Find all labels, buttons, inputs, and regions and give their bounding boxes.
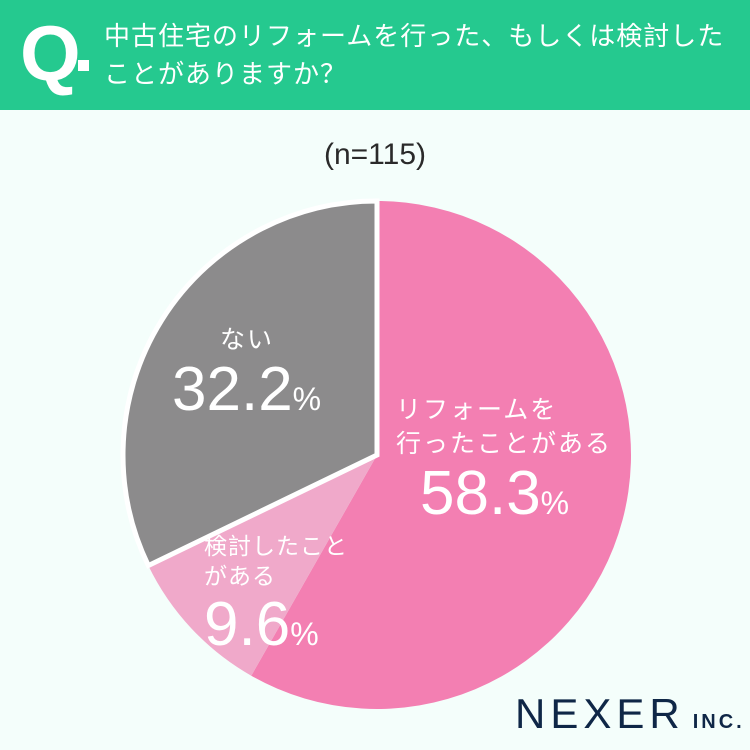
question-text: 中古住宅のリフォームを行った、もしくは検討した ことがありますか？: [104, 22, 725, 90]
q-dot-icon: [78, 60, 89, 71]
slice-done: [251, 201, 631, 709]
label-considered: 検討したこと がある 9.6%: [204, 534, 348, 659]
slice-none: [120, 198, 380, 569]
label-done: リフォームを 行ったことがある 58.3%: [396, 395, 613, 528]
nexer-logo: NEXER INC.: [515, 690, 745, 737]
question-header: Q 中古住宅のリフォームを行った、もしくは検討した ことがありますか？: [0, 0, 750, 110]
q-mark: Q: [20, 9, 81, 97]
sample-size: (n=115): [323, 138, 426, 171]
label-none: ない 32.2%: [172, 325, 322, 424]
slice-considered: [148, 455, 377, 676]
